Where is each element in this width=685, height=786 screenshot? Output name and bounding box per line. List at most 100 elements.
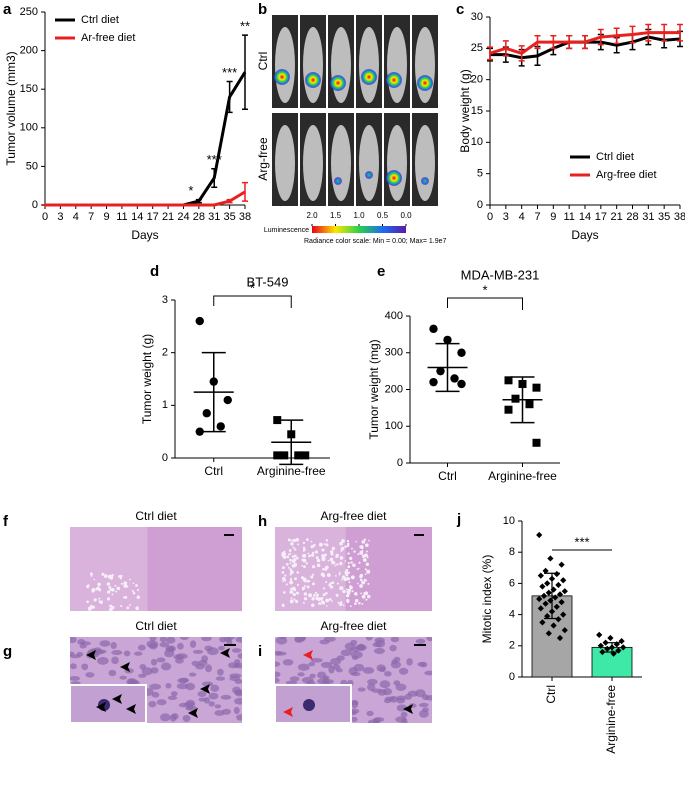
signal xyxy=(274,69,290,85)
vacuole xyxy=(289,578,293,581)
nucleus xyxy=(70,663,77,670)
nucleus xyxy=(133,651,143,656)
data-point xyxy=(542,600,549,607)
vacuole xyxy=(285,583,288,586)
vacuole xyxy=(98,597,101,600)
nucleus xyxy=(178,702,190,708)
nucleus xyxy=(367,683,376,691)
scale-bar xyxy=(224,644,236,646)
y-tick-label: 5 xyxy=(477,168,483,180)
vacuole xyxy=(123,596,126,599)
vacuole xyxy=(86,585,90,589)
nucleus xyxy=(229,675,241,682)
nucleus xyxy=(379,680,391,689)
image-title: Arg-free diet xyxy=(320,509,387,523)
significance: * xyxy=(482,282,487,297)
mouse-body xyxy=(331,27,351,103)
y-tick-label: 3 xyxy=(162,294,168,306)
nucleus xyxy=(417,662,426,667)
nucleus xyxy=(357,687,366,692)
nucleus xyxy=(289,676,300,682)
nucleus xyxy=(400,711,408,718)
nucleus xyxy=(160,662,172,671)
vacuole xyxy=(305,562,308,565)
significance: * xyxy=(250,280,255,295)
nucleus xyxy=(81,663,89,671)
mouse-body xyxy=(303,125,323,201)
nucleus xyxy=(335,668,343,673)
vacuole xyxy=(136,595,141,600)
vacuole xyxy=(310,575,314,579)
vacuole xyxy=(306,579,310,583)
vacuole xyxy=(367,582,370,585)
mitotic-cell xyxy=(303,699,315,711)
vacuole xyxy=(115,590,118,593)
vacuole xyxy=(335,553,339,558)
vacuole xyxy=(336,563,339,566)
vacuole xyxy=(347,562,350,565)
x-tick-label: 0 xyxy=(42,211,48,223)
vacuole xyxy=(120,604,123,608)
mouse-body xyxy=(303,27,323,103)
panel-letter: e xyxy=(377,263,385,280)
vacuole xyxy=(358,602,361,605)
x-tick-label: 38 xyxy=(239,211,251,223)
data-point xyxy=(536,595,543,603)
data-point xyxy=(556,591,564,598)
significance: *** xyxy=(574,534,589,549)
nucleus xyxy=(208,692,219,700)
nucleus xyxy=(85,672,95,678)
nucleus xyxy=(156,657,166,663)
vacuole xyxy=(106,582,111,586)
vacuole xyxy=(329,585,334,589)
vacuole xyxy=(349,556,353,560)
nucleus xyxy=(220,694,232,700)
panel-letter: h xyxy=(258,513,267,530)
signal xyxy=(386,72,402,88)
vacuole xyxy=(306,585,310,589)
vacuole xyxy=(340,546,345,551)
vacuole xyxy=(365,562,370,566)
y-tick-label: 0 xyxy=(477,199,483,211)
vacuole xyxy=(106,597,111,601)
vacuole xyxy=(326,605,328,607)
vacuole xyxy=(314,591,318,595)
arrowhead xyxy=(96,702,106,712)
significance-bracket xyxy=(447,297,523,310)
y-axis-label: Tumor volume (mm3) xyxy=(4,51,18,165)
y-tick-label: 100 xyxy=(20,122,38,134)
vacuole xyxy=(336,582,339,585)
vacuole xyxy=(345,588,349,591)
vacuole xyxy=(132,582,135,585)
nucleus xyxy=(236,714,242,721)
nucleus xyxy=(323,637,336,642)
mouse-body xyxy=(415,27,435,103)
nucleus xyxy=(391,659,398,665)
vacuole xyxy=(292,538,297,543)
vacuole xyxy=(108,607,113,611)
nucleus xyxy=(350,671,361,677)
vacuole xyxy=(344,570,349,575)
vacuole xyxy=(360,592,362,595)
vacuole xyxy=(346,542,350,546)
image-title: Arg-free diet xyxy=(320,619,387,633)
data-point xyxy=(450,374,459,383)
vacuole xyxy=(311,603,315,608)
vacuole xyxy=(119,577,122,580)
vacuole xyxy=(294,548,297,551)
nucleus xyxy=(185,682,196,691)
y-axis-label: Mitotic index (%) xyxy=(480,555,494,644)
vacuole xyxy=(116,586,121,591)
nucleus xyxy=(373,647,385,655)
y-tick-label: 6 xyxy=(509,577,515,589)
x-tick-label: 7 xyxy=(534,211,540,223)
micrograph xyxy=(70,527,242,611)
vacuole xyxy=(290,597,293,600)
vacuole xyxy=(114,584,117,587)
vacuole xyxy=(331,600,333,602)
vacuole xyxy=(344,545,348,548)
nucleus xyxy=(215,676,226,681)
panel-letter: g xyxy=(3,643,12,660)
data-point xyxy=(553,603,560,610)
vacuole xyxy=(97,582,101,587)
